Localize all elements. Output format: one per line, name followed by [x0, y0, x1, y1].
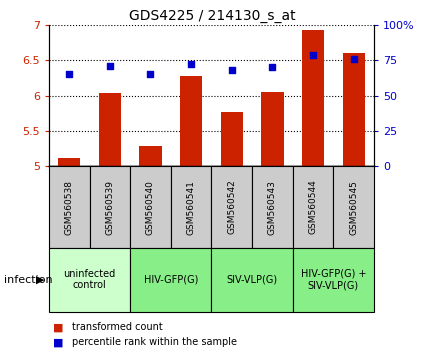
Bar [99, 93, 121, 166]
Text: GSM560545: GSM560545 [349, 179, 358, 235]
Bar [333, 166, 374, 248]
Point [147, 72, 154, 77]
Bar [90, 166, 130, 248]
Bar [130, 248, 211, 312]
Text: GSM560541: GSM560541 [187, 179, 196, 235]
Point [269, 64, 276, 70]
Bar [49, 166, 90, 248]
Bar [49, 248, 130, 312]
Point [188, 62, 195, 67]
Bar [302, 30, 324, 166]
Text: GSM560544: GSM560544 [309, 180, 317, 234]
Bar [211, 166, 252, 248]
Text: GSM560542: GSM560542 [227, 180, 236, 234]
Point [228, 67, 235, 73]
Text: ■: ■ [53, 337, 64, 347]
Bar [130, 166, 171, 248]
Bar [261, 92, 283, 166]
Bar [171, 166, 211, 248]
Text: GSM560538: GSM560538 [65, 179, 74, 235]
Bar [211, 248, 293, 312]
Text: infection: infection [4, 275, 53, 285]
Point [66, 72, 73, 77]
Text: HIV-GFP(G): HIV-GFP(G) [144, 275, 198, 285]
Text: HIV-GFP(G) +
SIV-VLP(G): HIV-GFP(G) + SIV-VLP(G) [300, 269, 366, 291]
Text: ■: ■ [53, 322, 64, 332]
Bar [221, 112, 243, 166]
Point [310, 52, 317, 57]
Text: GDS4225 / 214130_s_at: GDS4225 / 214130_s_at [129, 9, 296, 23]
Text: GSM560543: GSM560543 [268, 179, 277, 235]
Bar [180, 76, 202, 166]
Bar [293, 248, 374, 312]
Bar [139, 146, 162, 166]
Text: percentile rank within the sample: percentile rank within the sample [72, 337, 237, 347]
Point [106, 63, 113, 69]
Bar [58, 158, 80, 166]
Bar [343, 53, 365, 166]
Text: transformed count: transformed count [72, 322, 163, 332]
Bar [252, 166, 293, 248]
Point [350, 56, 357, 62]
Text: GSM560540: GSM560540 [146, 179, 155, 235]
Text: GSM560539: GSM560539 [105, 179, 114, 235]
Bar [293, 166, 333, 248]
Text: SIV-VLP(G): SIV-VLP(G) [227, 275, 278, 285]
Text: ▶: ▶ [36, 275, 45, 285]
Text: uninfected
control: uninfected control [63, 269, 116, 291]
